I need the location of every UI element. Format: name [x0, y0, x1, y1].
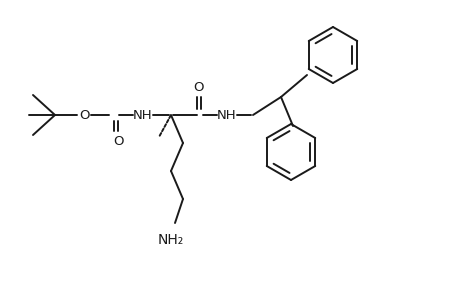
Text: NH: NH	[133, 109, 152, 122]
Text: O: O	[79, 109, 90, 122]
Text: NH₂: NH₂	[157, 233, 184, 247]
Text: NH: NH	[217, 109, 236, 122]
Text: O: O	[113, 134, 124, 148]
Text: O: O	[193, 80, 204, 94]
